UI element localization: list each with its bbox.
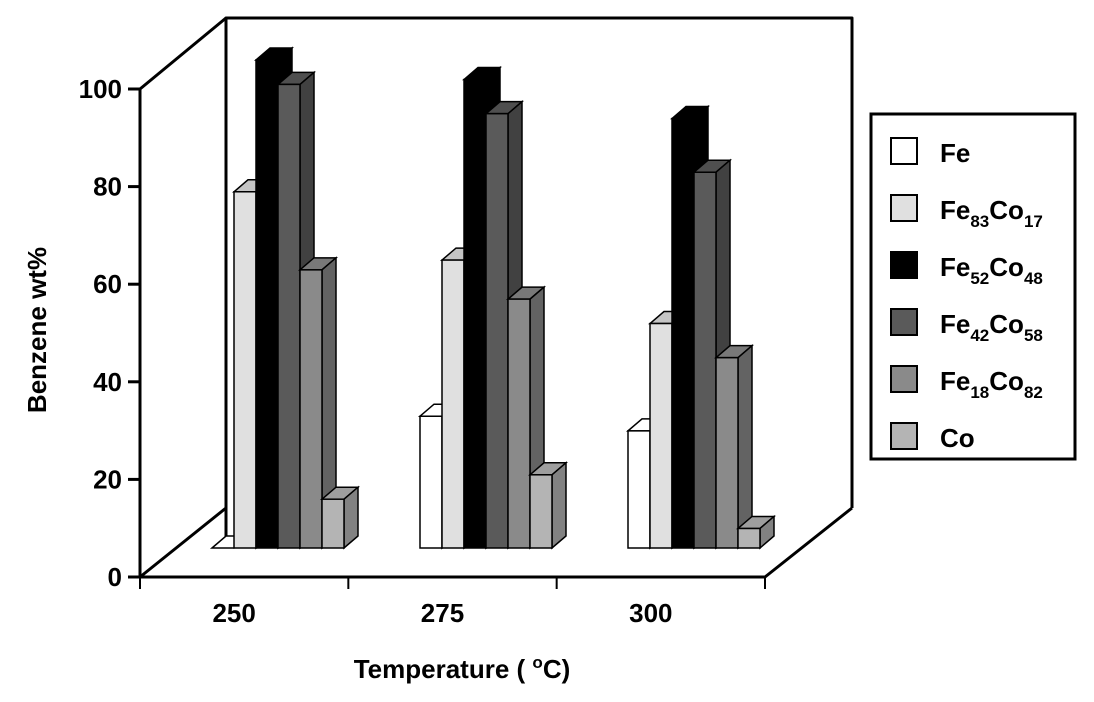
legend-label-subscript: 83 — [970, 212, 989, 231]
bar-front — [255, 59, 279, 549]
y-tick-label: 20 — [93, 464, 122, 494]
legend-swatch-Fe83Co17 — [890, 194, 918, 222]
bar-front — [463, 78, 487, 549]
legend-label-part: Fe — [940, 138, 970, 168]
legend-label-subscript: 17 — [1024, 212, 1043, 231]
bar-front — [485, 112, 509, 549]
legend-label-Fe52Co48: Fe52Co48 — [940, 252, 1043, 288]
legend-label-part: Fe — [940, 195, 970, 225]
y-axis: 0 20 40 60 80 100 — [79, 74, 142, 592]
bar-front — [649, 322, 673, 549]
legend-label-part: Co — [989, 195, 1024, 225]
side-wall-top-edge — [139, 16, 227, 91]
y-axis-title: Benzene wt% — [22, 247, 52, 413]
bars — [209, 46, 777, 550]
y-tick-label: 100 — [79, 74, 122, 104]
bar-front — [529, 474, 553, 549]
legend-label-subscript: 52 — [970, 269, 989, 288]
legend-label-part: Co — [940, 423, 975, 453]
legend-label-part: Fe — [940, 366, 970, 396]
legend-label-Co: Co — [940, 423, 975, 453]
bar-Co-275 — [527, 461, 569, 550]
legend-label-Fe42Co58: Fe42Co58 — [940, 309, 1043, 345]
bar-Co-300 — [735, 514, 777, 550]
bar-front — [277, 83, 301, 549]
legend-label-part: Co — [989, 366, 1024, 396]
legend-label-part: Fe — [940, 252, 970, 282]
x-axis-title-degree: o — [532, 653, 542, 672]
x-axis-title-unit: C) — [543, 654, 570, 684]
legend-label-subscript: 58 — [1024, 326, 1043, 345]
bar-front — [693, 171, 717, 549]
bar-Co-250 — [319, 485, 361, 550]
y-tick-label: 0 — [108, 562, 122, 592]
y-tick-label: 40 — [93, 367, 122, 397]
bar-front — [321, 498, 345, 549]
legend-swatch-Fe18Co82 — [890, 365, 918, 393]
bar-front — [233, 191, 257, 549]
bar-front — [299, 269, 323, 549]
legend-label-subscript: 18 — [970, 383, 989, 402]
bar-front — [627, 430, 651, 549]
x-axis-title-main: Temperature ( — [354, 654, 533, 684]
back-wall — [224, 16, 854, 548]
legend-swatch-Fe42Co58 — [890, 308, 918, 336]
legend-label-Fe: Fe — [940, 138, 970, 168]
bar-Fe18Co82-300 — [713, 344, 755, 550]
bar-front — [715, 356, 739, 549]
legend-box — [869, 112, 1077, 461]
x-axis: 250 275 300 — [139, 577, 766, 628]
x-axis-title: Temperature ( oC) — [354, 653, 571, 684]
floor-left-edge — [139, 506, 227, 579]
legend-label-part: Co — [989, 252, 1024, 282]
x-tick-label: 250 — [212, 598, 255, 628]
bar-side — [551, 461, 567, 550]
bar-front — [507, 298, 531, 549]
legend-label-Fe18Co82: Fe18Co82 — [940, 366, 1043, 402]
x-tick-label: 300 — [629, 598, 672, 628]
legend-label-part: Fe — [940, 309, 970, 339]
bar-front — [737, 527, 761, 549]
legend-label-subscript: 42 — [970, 326, 989, 345]
bar-front — [441, 259, 465, 549]
legend-label-part: Co — [989, 309, 1024, 339]
y-tick-label: 80 — [93, 172, 122, 202]
legend-label-subscript: 48 — [1024, 269, 1043, 288]
bar-front — [419, 415, 443, 549]
y-tick-label: 60 — [93, 269, 122, 299]
bar-Fe18Co82-250 — [297, 256, 339, 550]
legend-label-Fe83Co17: Fe83Co17 — [940, 195, 1043, 231]
legend-swatch-Fe52Co48 — [890, 251, 918, 279]
legend-label-subscript: 82 — [1024, 383, 1043, 402]
bar-front — [671, 117, 695, 549]
legend-swatch-Fe — [890, 137, 918, 165]
legend-swatch-Co — [890, 422, 918, 450]
x-tick-label: 275 — [421, 598, 464, 628]
